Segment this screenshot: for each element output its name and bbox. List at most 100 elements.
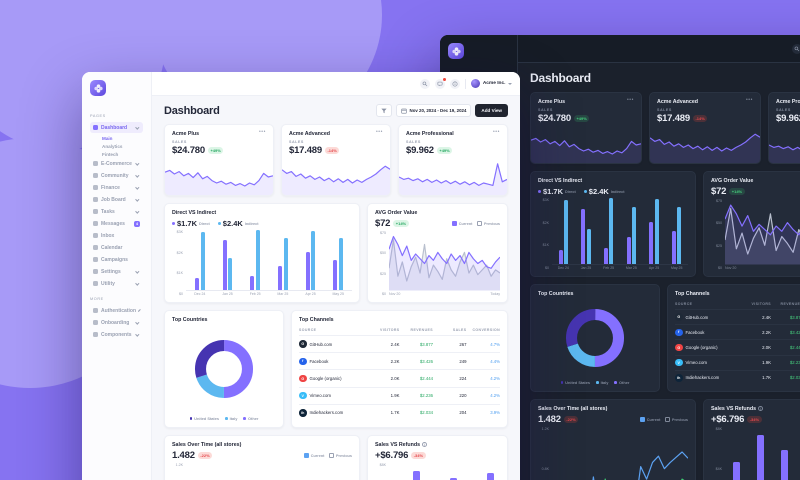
sales-over-time-value: 1.482 <box>172 450 195 461</box>
legend-united-states[interactable]: United States <box>189 416 219 421</box>
direct-indirect-bar-chart <box>186 230 352 291</box>
legend-current-toggle[interactable]: Current <box>640 417 660 422</box>
sidebar-item-campaigns[interactable]: Campaigns <box>90 254 143 265</box>
y-axis-ticks: $3K $2K $1K $0 <box>542 198 549 270</box>
channel-source-link[interactable]: Facebook <box>685 329 705 335</box>
card-menu-icon[interactable]: ••• <box>258 129 266 135</box>
chevron-down-icon <box>135 332 140 337</box>
sidebar-item-finance[interactable]: Finance <box>90 182 143 193</box>
acme-advanced-delta-badge: -14% <box>324 147 340 154</box>
channel-source-link[interactable]: GitHub.com <box>685 314 709 320</box>
acme-plus-sparkline <box>531 127 641 163</box>
sales-refunds-delta-badge: -34% <box>747 416 762 423</box>
search-icon[interactable] <box>792 43 800 54</box>
page-title: Dashboard <box>530 71 591 85</box>
grid-icon <box>93 125 98 130</box>
sales-over-time-delta-badge: -22% <box>563 416 579 423</box>
sales-refunds-value: +$6.796 <box>375 450 409 461</box>
top-channels-table: SourceVisitorsRevenuesSalesConversionGGi… <box>675 300 800 385</box>
briefcase-icon <box>93 197 98 202</box>
account-menu[interactable]: Acme Inc. <box>471 79 512 88</box>
channel-source-link[interactable]: Vimeo.com <box>309 393 331 399</box>
direct-indirect-bar-chart <box>552 198 688 265</box>
gear-icon <box>93 269 98 274</box>
sidebar-item-inbox[interactable]: Inbox <box>90 230 143 241</box>
messages-badge: 4 <box>134 220 140 227</box>
channel-source-link[interactable]: Google (organic) <box>685 345 718 350</box>
sidebar-item-dashboard[interactable]: Dashboard <box>90 122 143 133</box>
calendar-icon <box>93 245 98 250</box>
github-icon: G <box>299 340 307 348</box>
date-range-picker[interactable]: Nov 20, 2024 - Dec 19, 2024 <box>395 104 472 117</box>
inbox-icon <box>93 233 98 238</box>
acme-plus-delta-badge: +49% <box>573 115 590 122</box>
y-axis-ticks: $75 $50 $25 $0 <box>716 199 722 270</box>
y-axis-ticks: $8K$4K$0-$4K <box>379 463 386 467</box>
facebook-icon: f <box>675 328 683 337</box>
megaphone-icon <box>93 257 98 262</box>
card-menu-icon[interactable]: ••• <box>745 97 753 103</box>
channel-source-link[interactable]: Vimeo.com <box>685 360 707 366</box>
card-acme-professional: Acme Professional ••• SALES $9.962 +49% <box>398 124 508 196</box>
sidebar-subitem-analytics[interactable]: Analytics <box>102 143 123 149</box>
google-icon: G <box>299 374 307 383</box>
search-icon[interactable] <box>420 78 431 89</box>
card-menu-icon[interactable]: ••• <box>375 129 383 135</box>
top-countries-legend: United States Italy Other <box>538 380 652 385</box>
channel-source-link[interactable]: Google (organic) <box>309 376 342 381</box>
filter-button[interactable] <box>375 104 392 117</box>
tool-icon <box>93 281 98 286</box>
sidebar-item-settings[interactable]: Settings <box>90 266 143 277</box>
card-menu-icon[interactable]: ••• <box>626 97 634 103</box>
sidebar-item-community[interactable]: Community <box>90 170 143 181</box>
top-countries-legend: United States Italy Other <box>172 416 276 421</box>
channel-source-link[interactable]: Facebook <box>309 358 329 364</box>
acme-plus-value: $24.780 <box>538 113 571 124</box>
legend-other[interactable]: Other <box>243 416 258 421</box>
legend-current-toggle[interactable]: Current <box>304 453 324 458</box>
sidebar-item-job-board[interactable]: Job Board <box>90 194 143 205</box>
channel-source-link[interactable]: GitHub.com <box>309 341 333 347</box>
legend-italy[interactable]: Italy <box>596 380 608 385</box>
legend-indirect: $2.4K Indirect <box>217 219 259 228</box>
sidebar-item-onboarding[interactable]: Onboarding <box>90 317 143 328</box>
info-icon[interactable]: i <box>758 406 764 411</box>
legend-previous-toggle[interactable]: Previous <box>477 221 500 226</box>
acme-advanced-value: $17.489 <box>289 145 322 156</box>
sales-over-time-delta-badge: -22% <box>197 452 213 459</box>
card-menu-icon[interactable]: ••• <box>492 129 500 135</box>
info-icon[interactable]: i <box>422 442 428 447</box>
sidebar-subitem-fintech[interactable]: Fintech <box>102 151 119 157</box>
add-view-button[interactable]: Add View <box>475 104 508 117</box>
app-logo-icon[interactable] <box>90 80 106 96</box>
sidebar-item-calendar[interactable]: Calendar <box>90 242 143 253</box>
app-logo-icon[interactable] <box>448 43 464 59</box>
sidebar-item-e-commerce[interactable]: E-Commerce <box>90 158 143 169</box>
chevron-down-icon <box>135 281 140 286</box>
legend-previous-toggle[interactable]: Previous <box>329 453 352 458</box>
legend-previous-toggle[interactable]: Previous <box>665 417 688 422</box>
sidebar-item-tasks[interactable]: Tasks <box>90 206 143 217</box>
notifications-icon[interactable] <box>435 78 446 89</box>
info-icon[interactable] <box>450 78 461 89</box>
sidebar-item-components[interactable]: Components <box>90 329 143 340</box>
card-acme-professional: Acme Professional ••• SALES $9.962 +49% <box>768 92 800 164</box>
sidebar-item-utility[interactable]: Utility <box>90 278 143 289</box>
acme-professional-value: $9.962 <box>776 113 800 124</box>
legend-current-toggle[interactable]: Current <box>452 221 472 226</box>
sidebar-subitem-main[interactable]: Main <box>102 135 113 141</box>
check-icon <box>93 209 98 214</box>
sidebar-item-authentication[interactable]: Authentication <box>90 305 143 316</box>
channel-source-link[interactable]: Indiehackers.com <box>685 375 720 381</box>
legend-united-states[interactable]: United States <box>560 380 590 385</box>
lock-icon <box>93 308 98 313</box>
legend-other[interactable]: Other <box>614 380 629 385</box>
legend-italy[interactable]: Italy <box>225 416 237 421</box>
channel-source-link[interactable]: Indiehackers.com <box>309 410 344 416</box>
chevron-down-icon <box>135 125 140 130</box>
card-sales-over-time: Sales Over Time (all stores) 1.482 -22% … <box>164 435 360 480</box>
